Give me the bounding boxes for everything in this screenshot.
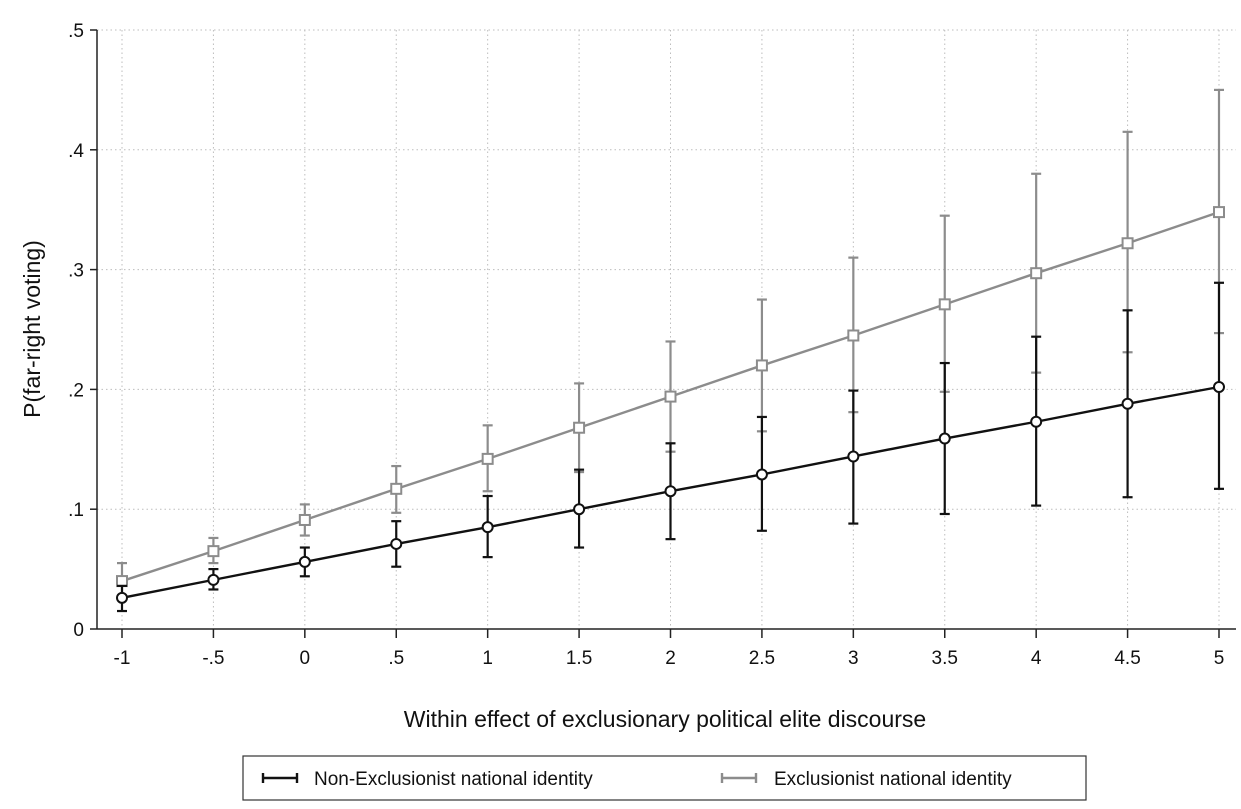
legend-box — [242, 755, 1087, 801]
x-tick-label: 4.5 — [1114, 648, 1140, 669]
y-tick-label: .2 — [68, 380, 84, 401]
data-point — [573, 421, 586, 434]
x-tick-label: .5 — [388, 648, 404, 669]
axes — [96, 30, 1236, 630]
data-point — [573, 503, 586, 516]
data-point — [664, 485, 677, 498]
data-point — [847, 450, 860, 463]
data-point — [938, 298, 951, 311]
y-tick-label: .1 — [68, 500, 84, 521]
x-ticks: -1 -.5 0 .5 1 1.5 2 2.5 3 3.5 4 4.5 5 — [114, 629, 1225, 669]
series-non-exclusionist — [116, 281, 1225, 613]
x-tick-label: 1 — [482, 648, 493, 669]
data-point — [298, 555, 311, 568]
data-point — [1030, 415, 1043, 428]
data-point — [1213, 381, 1225, 394]
data-point — [481, 521, 494, 534]
data-point — [755, 468, 768, 481]
data-point — [1121, 397, 1134, 410]
x-tick-label: 3 — [848, 648, 859, 669]
data-point — [1121, 237, 1134, 250]
data-point — [390, 482, 403, 495]
data-point — [1213, 206, 1225, 219]
data-point — [298, 513, 311, 526]
data-point — [1030, 267, 1043, 280]
x-tick-label: 1.5 — [566, 648, 592, 669]
data-point — [116, 591, 128, 604]
y-tick-label: 0 — [73, 620, 84, 641]
data-point — [847, 329, 860, 342]
y-axis-title: P(far-right voting) — [19, 240, 45, 418]
x-tick-label: 0 — [300, 648, 311, 669]
x-tick-label: 5 — [1214, 648, 1225, 669]
data-point — [664, 390, 677, 403]
y-tick-label: .4 — [68, 141, 84, 162]
x-tick-label: 2.5 — [749, 648, 775, 669]
y-tick-label: .3 — [68, 261, 84, 282]
x-tick-label: 4 — [1031, 648, 1042, 669]
grid — [97, 29, 1236, 629]
legend-label-non-exclusionist: Non-Exclusionist national identity — [314, 769, 593, 790]
data-point — [207, 545, 220, 558]
legend-item-non-exclusionist: Non-Exclusionist national identity — [261, 769, 593, 790]
legend: Non-Exclusionist national identity Exclu… — [242, 755, 1087, 801]
y-ticks: 0 .1 .2 .3 .4 .5 — [68, 21, 97, 641]
data-point — [938, 432, 951, 445]
x-tick-label: 3.5 — [932, 648, 958, 669]
data-point — [481, 452, 494, 465]
data-point — [116, 575, 128, 588]
x-tick-label: -.5 — [202, 648, 224, 669]
y-tick-label: .5 — [68, 21, 84, 42]
x-tick-label: 2 — [665, 648, 676, 669]
x-axis-title: Within effect of exclusionary political … — [404, 706, 926, 732]
legend-label-exclusionist: Exclusionist national identity — [774, 769, 1012, 790]
legend-item-exclusionist: Exclusionist national identity — [720, 769, 1012, 790]
series-layer — [116, 88, 1225, 613]
data-point — [207, 573, 220, 586]
data-point — [390, 537, 403, 550]
x-tick-label: -1 — [114, 648, 131, 669]
data-point — [755, 359, 768, 372]
